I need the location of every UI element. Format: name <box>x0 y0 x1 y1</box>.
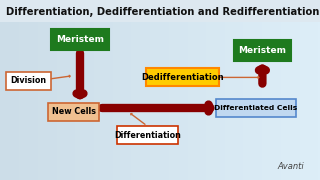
FancyBboxPatch shape <box>48 103 99 121</box>
FancyBboxPatch shape <box>0 0 320 22</box>
Text: Division: Division <box>11 76 47 86</box>
Text: Differentiated Cells: Differentiated Cells <box>214 105 298 111</box>
Text: New Cells: New Cells <box>52 107 96 116</box>
FancyBboxPatch shape <box>117 126 178 144</box>
Text: Differentiation: Differentiation <box>114 130 180 140</box>
FancyBboxPatch shape <box>216 99 296 117</box>
Text: Meristem: Meristem <box>238 46 286 55</box>
FancyBboxPatch shape <box>6 72 51 90</box>
FancyBboxPatch shape <box>146 68 219 86</box>
Text: Avanti: Avanti <box>278 162 305 171</box>
FancyBboxPatch shape <box>234 40 291 61</box>
FancyBboxPatch shape <box>51 29 109 50</box>
Text: Meristem: Meristem <box>56 35 104 44</box>
Text: Differentiation, Dedifferentiation and Redifferentiation: Differentiation, Dedifferentiation and R… <box>6 7 320 17</box>
Text: Dedifferentiation: Dedifferentiation <box>141 73 224 82</box>
